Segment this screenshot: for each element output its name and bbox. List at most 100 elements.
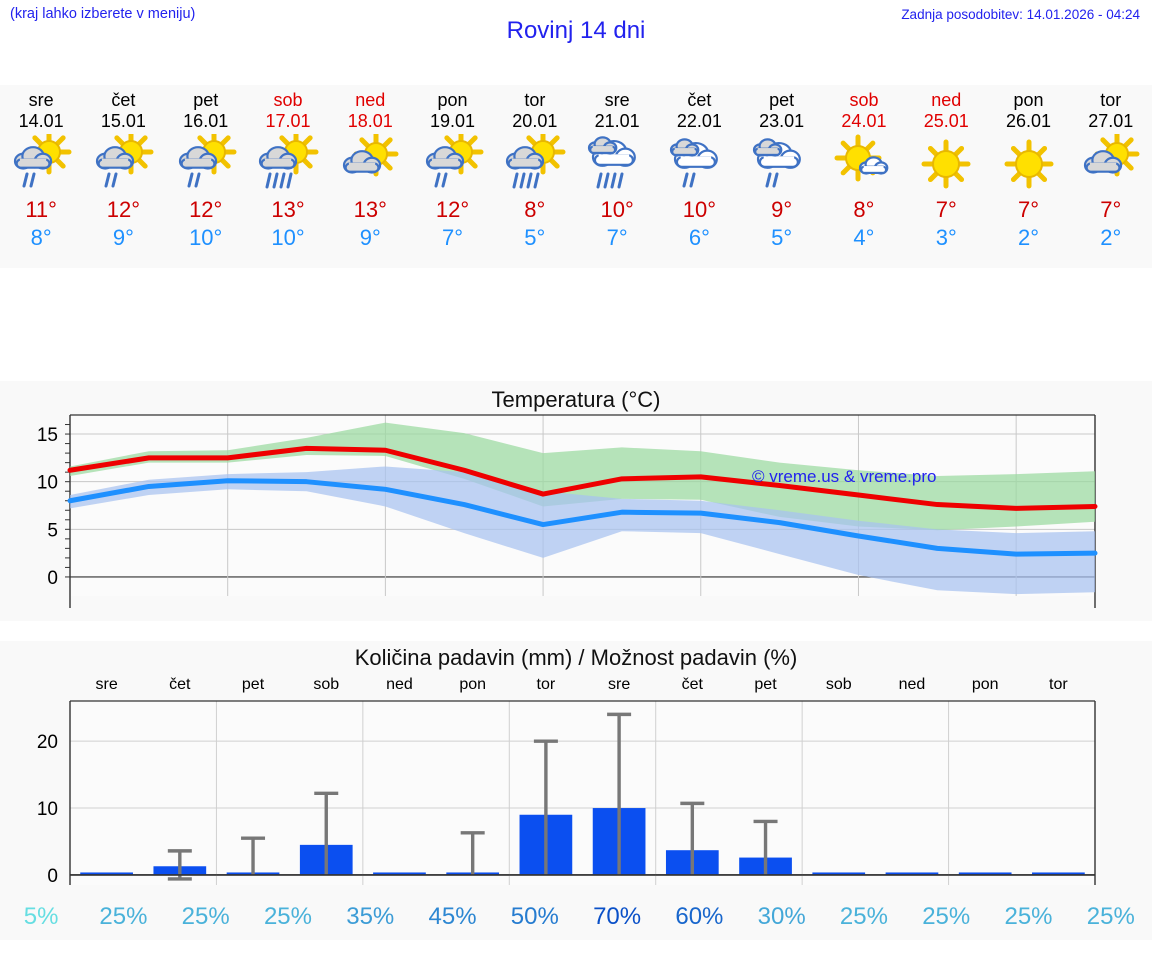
day-temp-max: 12° [106,197,141,222]
day-date: 23.01 [759,111,805,131]
day-temp-min: 10° [271,225,305,250]
precipitation-day-label: čet [682,676,704,693]
forecast-day[interactable]: ned 18.01 13° 9° [329,85,411,268]
day-temp-max: 10° [600,197,634,222]
precipitation-error-bar [607,712,632,875]
precipitation-day-label: pet [242,676,265,693]
day-temp-max: 13° [353,197,387,222]
day-temp-max: 8° [524,197,546,222]
temperature-range-band [70,466,1095,595]
sun-cloud-icon [1070,134,1152,196]
cloud-rain-icon [658,134,740,196]
forecast-day[interactable]: sre 21.01 10° 7° [576,85,658,268]
day-name: pon [1013,90,1044,110]
day-date: 14.01 [18,111,64,131]
y-axis-tick: 5 [47,520,58,541]
precipitation-bar [885,872,939,875]
forecast-day[interactable]: ned 25.01 7° 3° [905,85,987,268]
y-axis-tick: 10 [37,799,58,820]
precipitation-chart-title: Količina padavin (mm) / Možnost padavin … [354,645,798,670]
precipitation-error-bar [460,831,485,875]
temperature-chart-title: Temperatura (°C) [491,387,661,412]
precipitation-error-bar [753,819,778,875]
y-axis-tick: 20 [37,732,58,753]
y-axis-tick: 0 [47,568,58,589]
cloud-rain-heavy-icon [576,134,658,196]
precipitation-day-label: ned [386,676,413,693]
last-updated-label: Zadnja posodobitev: 14.01.2026 - 04:24 [901,7,1140,22]
day-date: 27.01 [1088,111,1134,131]
precipitation-day-label: sob [313,676,339,693]
precipitation-probability: 25% [99,903,148,930]
day-date: 22.01 [676,111,722,131]
day-date: 20.01 [512,111,558,131]
forecast-day[interactable]: sre 14.01 11° 8° [0,85,82,268]
watermark: © vreme.us & vreme.pro [752,467,936,486]
day-name: pet [193,90,219,110]
page-header: (kraj lahko izberete v meniju) Rovinj 14… [0,0,1152,60]
day-temp-max: 10° [682,197,717,222]
sun-cloud-rain-icon [82,134,164,196]
forecast-day[interactable]: tor 27.01 7° 2° [1070,85,1152,268]
forecast-day[interactable]: pet 16.01 12° 10° [165,85,247,268]
forecast-day[interactable]: čet 22.01 10° 6° [658,85,740,268]
y-axis-tick: 10 [37,473,58,494]
sun-cloud-rain-icon [165,134,247,196]
day-temp-max: 9° [771,197,793,222]
temperature-chart: 0 5 10 15 © vreme.us & vreme.pro [37,414,1098,608]
forecast-day[interactable]: pon 19.01 12° 7° [411,85,493,268]
forecast-day[interactable]: pet 23.01 9° 5° [741,85,823,268]
precipitation-probability: 60% [675,903,724,930]
precipitation-probability: 25% [1004,903,1053,930]
day-temp-min: 7° [442,225,464,250]
forecast-day[interactable]: pon 26.01 7° 2° [987,85,1069,268]
day-date: 18.01 [347,111,393,131]
day-name: ned [355,90,386,110]
sun-cloud-rain-icon [0,134,82,196]
day-temp-min: 2° [1100,225,1122,250]
precipitation-chart: sre čet pet sob ned pon tor sre čet pet sob ned pon t… [37,676,1096,887]
precipitation-probability: 50% [510,903,559,930]
day-temp-min: 9° [112,225,134,250]
sun-icon [905,134,987,196]
precipitation-day-label: pon [972,676,999,693]
precipitation-bar [80,872,133,875]
sun-cloud-rain-icon [411,134,493,196]
precipitation-bar [812,872,866,875]
precipitation-probability: 45% [428,903,477,930]
precipitation-day-label: sob [826,676,852,693]
day-name: pet [769,90,795,110]
precipitation-day-label: pet [754,676,777,693]
sun-small-cloud-icon [823,134,905,196]
precipitation-bar [1032,872,1085,875]
precipitation-error-bar [314,791,339,875]
precipitation-day-label: ned [899,676,926,693]
precipitation-probability: 25% [181,903,230,930]
day-name: sob [273,90,303,110]
day-name: sre [28,90,54,110]
forecast-day[interactable]: čet 15.01 12° 9° [82,85,164,268]
day-name: čet [111,90,136,110]
day-temp-max: 7° [935,197,957,222]
precipitation-probability: 70% [593,903,642,930]
day-temp-max: 11° [25,197,57,222]
sun-icon [987,134,1069,196]
cloud-rain-icon [741,134,823,196]
day-date: 15.01 [100,111,146,131]
day-name: čet [687,90,712,110]
day-temp-max: 13° [271,197,305,222]
forecast-day[interactable]: tor 20.01 8° 5° [494,85,576,268]
day-name: sre [604,90,630,110]
y-axis-tick: 15 [37,425,58,446]
day-temp-min: 7° [606,225,628,250]
temperature-line [67,478,1098,557]
day-temp-min: 3° [935,225,957,250]
precipitation-day-label: tor [537,676,556,693]
day-temp-min: 6° [688,225,710,250]
day-date: 21.01 [594,111,640,131]
y-axis-tick: 0 [47,866,58,887]
sun-cloud-rain-heavy-icon [247,134,329,196]
precipitation-bar [373,872,426,875]
forecast-day[interactable]: sob 24.01 8° 4° [823,85,905,268]
forecast-day[interactable]: sob 17.01 13° 10° [247,85,329,268]
